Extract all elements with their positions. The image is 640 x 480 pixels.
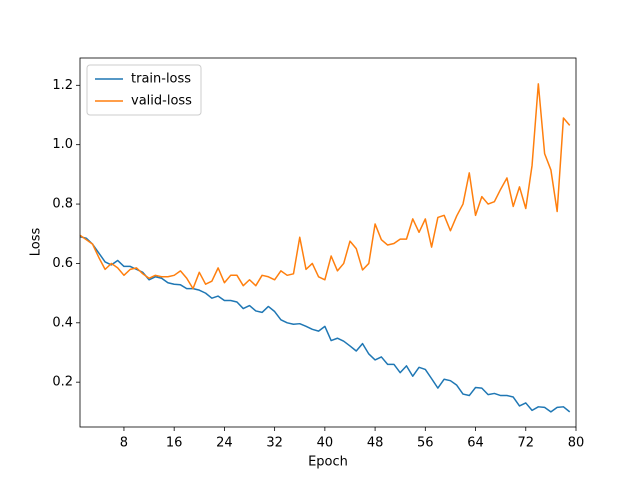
y-tick-label: 1.2 [52, 78, 73, 93]
y-tick-label: 0.4 [52, 315, 73, 330]
x-tick-label: 48 [367, 436, 384, 451]
x-tick-label: 80 [568, 436, 585, 451]
legend-label: valid-loss [131, 94, 192, 109]
x-tick-label: 24 [216, 436, 233, 451]
legend-box [86, 64, 202, 116]
y-tick-label: 0.8 [52, 197, 73, 212]
legend-label: train-loss [131, 72, 191, 87]
x-tick-label: 64 [467, 436, 484, 451]
y-tick-label: 0.2 [52, 375, 73, 390]
plot-frame [79, 57, 577, 428]
x-tick-label: 16 [166, 436, 183, 451]
x-tick-label: 32 [266, 436, 283, 451]
x-tick-label: 72 [517, 436, 534, 451]
y-axis-label: Loss [29, 228, 44, 257]
x-axis-label: Epoch [308, 455, 348, 470]
x-tick-label: 56 [417, 436, 434, 451]
x-tick-label: 40 [317, 436, 334, 451]
line-series [79, 83, 571, 290]
line-series [79, 235, 571, 413]
y-tick-label: 0.6 [52, 256, 73, 271]
y-tick-label: 1.0 [52, 137, 73, 152]
x-tick-label: 8 [120, 436, 128, 451]
